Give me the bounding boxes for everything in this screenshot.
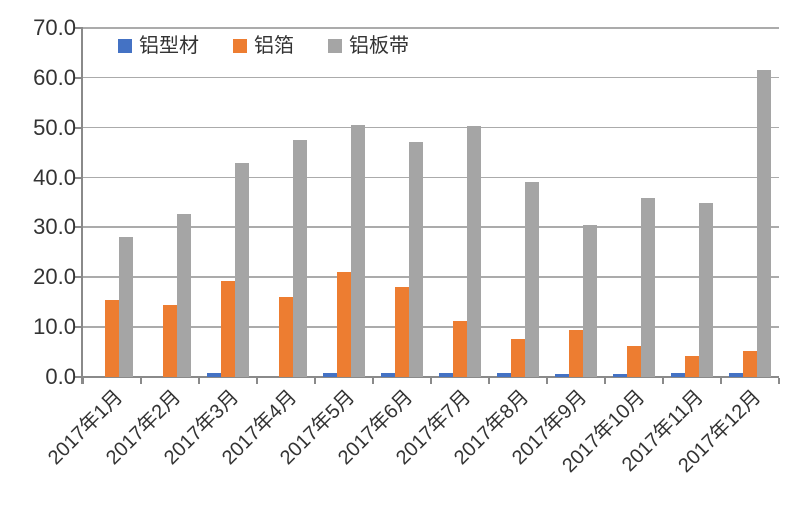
y-tick-label: 20.0 bbox=[33, 264, 76, 290]
y-axis-tick bbox=[75, 226, 83, 229]
bar-铝板带 bbox=[641, 198, 655, 377]
legend-item-铝板带: 铝板带 bbox=[328, 34, 409, 58]
y-tick-label: 40.0 bbox=[33, 164, 76, 190]
bar-铝型材 bbox=[613, 373, 627, 377]
bar-铝板带 bbox=[757, 70, 771, 377]
legend-label: 铝板带 bbox=[349, 35, 409, 57]
bar-铝型材 bbox=[671, 372, 685, 377]
bar-铝型材 bbox=[381, 373, 395, 377]
bar-铝型材 bbox=[729, 372, 743, 377]
bar-铝箔 bbox=[105, 300, 119, 377]
y-tick-label: 70.0 bbox=[33, 15, 76, 40]
x-axis-tick bbox=[82, 378, 84, 384]
y-axis-tick bbox=[75, 126, 83, 129]
bar-铝箔 bbox=[221, 281, 235, 377]
x-axis-line bbox=[83, 376, 779, 378]
bar-铝板带 bbox=[583, 225, 597, 377]
x-axis-tick bbox=[546, 378, 548, 384]
y-axis-tick bbox=[75, 376, 83, 378]
bar-铝型材 bbox=[555, 373, 569, 377]
legend-swatch-icon bbox=[118, 39, 132, 53]
bar-铝箔 bbox=[569, 330, 583, 377]
gridline bbox=[83, 276, 779, 278]
bar-铝板带 bbox=[467, 125, 481, 377]
legend: 铝型材 铝箔 铝板带 bbox=[118, 34, 409, 58]
legend-swatch-icon bbox=[233, 39, 247, 53]
gridline bbox=[83, 76, 779, 79]
x-axis-tick bbox=[430, 378, 432, 384]
bar-铝箔 bbox=[453, 321, 467, 377]
legend-item-铝箔: 铝箔 bbox=[233, 34, 294, 58]
y-axis-line bbox=[81, 28, 83, 384]
bar-铝型材 bbox=[439, 372, 453, 377]
y-axis-tick bbox=[75, 176, 83, 179]
y-tick-label: 0.0 bbox=[45, 364, 76, 389]
gridline bbox=[83, 326, 779, 328]
x-axis-tick bbox=[256, 378, 258, 384]
bar-铝板带 bbox=[699, 203, 713, 377]
bar-铝板带 bbox=[293, 140, 307, 377]
x-axis-tick bbox=[314, 378, 316, 384]
x-axis-tick bbox=[372, 378, 374, 384]
bar-铝箔 bbox=[279, 296, 293, 377]
x-axis-tick bbox=[604, 378, 606, 384]
x-axis-tick bbox=[140, 378, 142, 384]
bar-铝箔 bbox=[511, 338, 525, 377]
bar-铝箔 bbox=[395, 287, 409, 377]
bar-铝型材 bbox=[323, 372, 337, 377]
gridline bbox=[83, 126, 779, 129]
bar-铝箔 bbox=[743, 350, 757, 377]
y-axis-tick bbox=[75, 276, 83, 279]
bar-铝箔 bbox=[163, 305, 177, 377]
x-axis-tick bbox=[488, 378, 490, 384]
bar-铝板带 bbox=[409, 142, 423, 377]
legend-swatch-icon bbox=[328, 39, 342, 53]
bar-铝板带 bbox=[119, 236, 133, 377]
y-axis-tick bbox=[75, 76, 83, 79]
y-axis-tick bbox=[75, 27, 83, 29]
gridline bbox=[83, 226, 779, 228]
y-tick-label: 60.0 bbox=[33, 64, 76, 90]
bar-铝型材 bbox=[497, 373, 511, 377]
legend-label: 铝箔 bbox=[254, 35, 294, 57]
gridline bbox=[83, 176, 779, 179]
bar-铝型材 bbox=[207, 373, 221, 377]
bar-铝箔 bbox=[337, 272, 351, 377]
bar-铝板带 bbox=[177, 213, 191, 377]
bar-铝板带 bbox=[351, 124, 365, 377]
legend-item-铝型材: 铝型材 bbox=[118, 34, 199, 58]
bar-铝箔 bbox=[627, 346, 641, 377]
y-tick-label: 10.0 bbox=[33, 314, 76, 340]
legend-label: 铝型材 bbox=[139, 35, 199, 57]
y-axis-tick bbox=[75, 326, 83, 329]
x-axis-tick bbox=[662, 378, 664, 384]
x-axis-tick bbox=[778, 378, 780, 384]
bar-铝板带 bbox=[525, 181, 539, 377]
x-axis-tick bbox=[720, 378, 722, 384]
y-tick-label: 30.0 bbox=[33, 214, 76, 240]
gridline bbox=[83, 27, 779, 29]
bar-铝板带 bbox=[235, 162, 249, 377]
bar-铝箔 bbox=[685, 356, 699, 377]
y-tick-label: 50.0 bbox=[33, 114, 76, 140]
x-axis-tick bbox=[198, 378, 200, 384]
